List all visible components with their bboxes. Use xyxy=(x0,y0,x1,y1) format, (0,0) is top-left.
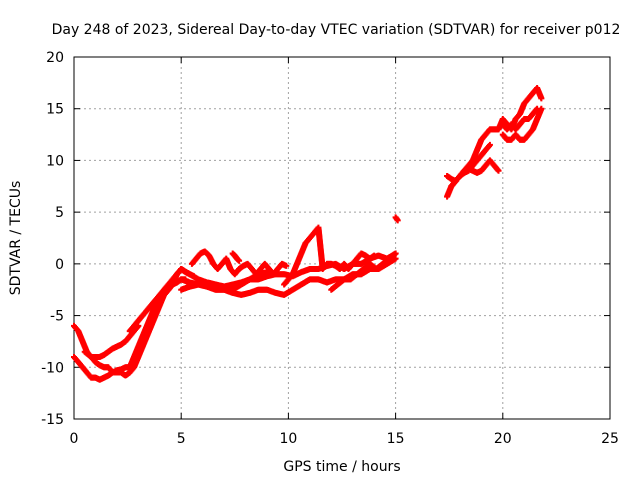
y-tick-label: 15 xyxy=(46,102,64,118)
data-points xyxy=(71,85,545,383)
data-point xyxy=(371,252,378,259)
y-tick-label: 20 xyxy=(46,50,64,66)
grid xyxy=(74,57,610,419)
x-tick-label: 10 xyxy=(279,431,297,447)
y-tick-label: -5 xyxy=(50,309,64,325)
chart-title: Day 248 of 2023, Sidereal Day-to-day VTE… xyxy=(52,22,621,38)
axis-ticks: 0 5 10 15 20 25 -15 -10 -5 0 5 10 15 20 xyxy=(41,50,619,447)
y-tick-label: 10 xyxy=(46,153,64,169)
data-point xyxy=(495,167,502,174)
x-tick-label: 20 xyxy=(494,431,512,447)
y-tick-label: 5 xyxy=(55,205,64,221)
y-axis-label: SDTVAR / TECUs xyxy=(8,181,24,296)
x-axis-label: GPS time / hours xyxy=(283,459,400,475)
data-point xyxy=(538,95,545,102)
data-point xyxy=(392,250,399,257)
data-point xyxy=(534,105,541,112)
x-tick-label: 25 xyxy=(601,431,619,447)
x-tick-label: 5 xyxy=(177,431,186,447)
data-point xyxy=(394,217,401,224)
y-tick-label: -15 xyxy=(41,412,64,428)
data-point xyxy=(263,269,270,276)
x-tick-label: 15 xyxy=(387,431,405,447)
data-point xyxy=(283,262,290,269)
data-point xyxy=(236,257,243,264)
data-point xyxy=(486,141,493,148)
plot-frame xyxy=(73,56,611,420)
y-tick-label: -10 xyxy=(41,360,64,376)
y-tick-label: 0 xyxy=(55,257,64,273)
x-tick-label: 0 xyxy=(70,431,79,447)
